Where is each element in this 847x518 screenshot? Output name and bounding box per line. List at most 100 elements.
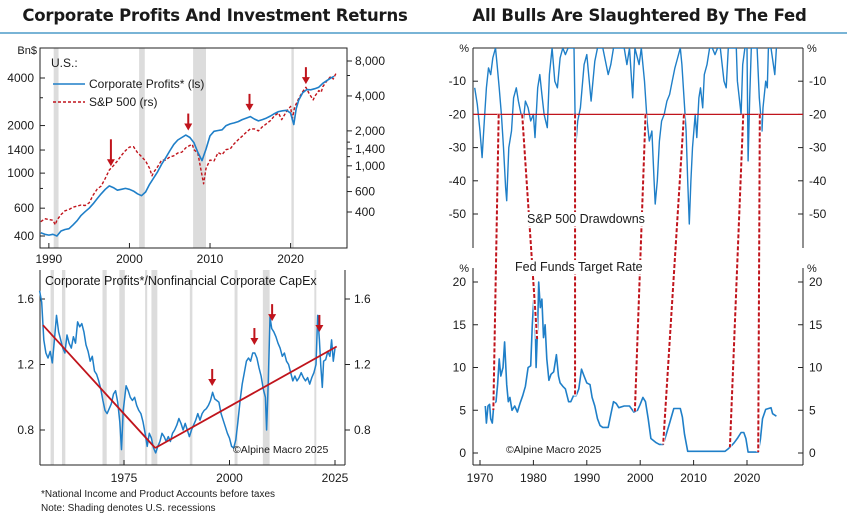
right-tick-label: -30 — [809, 141, 827, 155]
corporate-profits-line — [40, 75, 335, 237]
right-tick-label: 10 — [809, 361, 823, 375]
left-tick-label: 5 — [459, 403, 466, 417]
footnote-shading: Note: Shading denotes U.S. recessions — [41, 503, 216, 514]
chart-title: Corporate Profits*/Nonfinancial Corporat… — [45, 274, 317, 288]
bear-to-hike-connector — [521, 114, 539, 340]
x-tick-label: 2010 — [197, 252, 224, 266]
plot-frame — [39, 47, 348, 249]
left-tick-label: -20 — [449, 107, 467, 121]
x-tick-label: 2000 — [116, 252, 143, 266]
recession-shade — [53, 48, 59, 248]
profits-vs-sp500-chart: Bn$ 400 600 1000 1400 2000 4000 400 600 1,000 1,40… — [7, 45, 385, 266]
left-tick-label: -30 — [449, 141, 467, 155]
x-tick-label: 2025 — [322, 471, 349, 485]
chart-title: Fed Funds Target Rate — [515, 260, 643, 274]
right-tick-label: 1,000 — [355, 159, 385, 173]
left-axis-unit: % — [459, 263, 469, 275]
copyright-label: ©Alpine Macro 2025 — [233, 444, 328, 456]
left-tick-label: 1400 — [7, 143, 34, 157]
recession-shade — [234, 270, 238, 465]
peak-arrow — [184, 113, 193, 131]
right-tick-label: 4,000 — [355, 89, 385, 103]
recession-shade — [119, 270, 125, 465]
recession-shade — [291, 48, 294, 248]
left-tick-label: 1.6 — [17, 292, 34, 306]
peak-arrow — [208, 368, 217, 386]
x-tick-label: 2000 — [627, 471, 654, 485]
legend-label-profits: Corporate Profits* (ls) — [89, 77, 204, 91]
x-tick-label: 1990 — [36, 252, 63, 266]
left-tick-label: 0 — [459, 446, 466, 460]
recession-shade — [50, 270, 54, 465]
right-tick-label: -40 — [809, 174, 827, 188]
peak-arrow — [106, 139, 115, 167]
recession-shade — [102, 270, 107, 465]
x-tick-label: 2000 — [216, 471, 243, 485]
left-tick-label: 1.2 — [17, 358, 34, 372]
chart-title: S&P 500 Drawdowns — [527, 212, 645, 226]
x-tick-label: 1990 — [573, 471, 600, 485]
x-tick-label: 2020 — [277, 252, 304, 266]
bear-market-connectors: S&P 500 Drawdowns Fed Funds Target Rate ©A… — [491, 114, 762, 456]
left-tick-label: 1000 — [7, 166, 34, 180]
legend-header: U.S.: — [51, 56, 78, 70]
left-tick-label: -50 — [449, 207, 467, 221]
arrow-head — [245, 103, 254, 111]
left-tick-label: 600 — [14, 201, 34, 215]
right-axis-unit: % — [807, 43, 817, 55]
peak-arrow — [245, 93, 254, 111]
right-tick-label: -10 — [809, 74, 827, 88]
bear-to-hike-connector — [728, 114, 745, 448]
right-chart-title: All Bulls Are Slaughtered By The Fed — [472, 6, 807, 25]
recession-shade — [139, 48, 145, 248]
x-tick-label: 2010 — [680, 471, 707, 485]
legend-label-sp500: S&P 500 (rs) — [89, 95, 157, 109]
x-tick-label: 1980 — [520, 471, 547, 485]
bear-to-hike-connector — [492, 114, 500, 410]
right-tick-label: 15 — [809, 318, 823, 332]
label-background — [513, 260, 645, 274]
right-tick-label: 0 — [809, 446, 816, 460]
title-underline — [0, 32, 847, 34]
recession-shade — [262, 270, 270, 465]
right-axis-unit: % — [807, 263, 817, 275]
arrow-head — [250, 338, 259, 346]
right-tick-label: 2,000 — [355, 124, 385, 138]
right-tick-label: 5 — [809, 403, 816, 417]
fed-funds-line — [484, 281, 777, 453]
left-axis-unit: % — [459, 43, 469, 55]
right-tick-label: 0.8 — [354, 423, 371, 437]
recession-shade — [193, 48, 206, 248]
left-tick-label: 10 — [453, 361, 467, 375]
drawdown-line — [474, 48, 778, 225]
uptrend-line — [154, 345, 338, 449]
peak-arrow — [250, 328, 259, 346]
profits-capex-chart: Corporate Profits*/Nonfinancial Corporat… — [17, 270, 371, 485]
sp500-drawdowns-chart: % % -10 -10 -20 -20 -30 -30 -40 -40 -50 -50 — [449, 43, 827, 248]
sp500-line — [40, 71, 338, 226]
right-tick-label: 1.2 — [354, 358, 371, 372]
right-tick-label: -20 — [809, 107, 827, 121]
arrow-head — [268, 314, 277, 322]
arrow-head — [184, 123, 193, 131]
copyright-label: ©Alpine Macro 2025 — [506, 444, 601, 456]
right-tick-label: 1.6 — [354, 292, 371, 306]
bear-to-hike-connector — [757, 114, 761, 453]
peak-arrow — [268, 304, 277, 322]
left-tick-label: 0.8 — [17, 423, 34, 437]
right-tick-label: 1,400 — [355, 142, 385, 156]
peak-arrow — [301, 67, 310, 85]
x-tick-label: 1970 — [467, 471, 494, 485]
left-tick-label: -10 — [449, 74, 467, 88]
recession-shade — [189, 270, 193, 465]
recession-shade — [61, 270, 66, 465]
x-tick-label: 1975 — [111, 471, 138, 485]
left-tick-label: 2000 — [7, 119, 34, 133]
profits-capex-line — [38, 290, 336, 454]
recession-shade — [151, 270, 158, 465]
label-background — [525, 212, 647, 226]
arrow-head — [106, 159, 115, 167]
left-tick-label: 15 — [453, 318, 467, 332]
right-tick-label: -50 — [809, 207, 827, 221]
